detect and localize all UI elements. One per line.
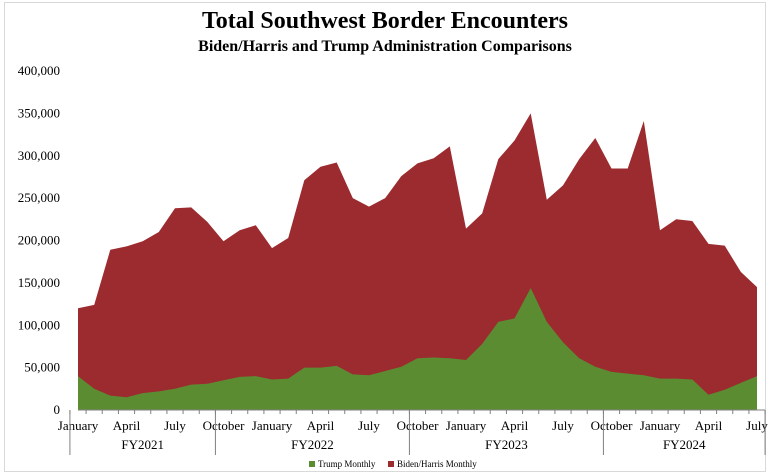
x-month-label: July [358, 418, 380, 433]
y-tick-label: 250,000 [18, 190, 60, 205]
legend-label: Trump Monthly [318, 459, 376, 469]
y-tick-label: 300,000 [18, 148, 60, 163]
biden-harris-monthly-area [78, 113, 757, 411]
x-month-label: October [591, 418, 634, 433]
plot-area [78, 113, 757, 411]
legend-swatch [388, 461, 394, 467]
y-tick-label: 0 [54, 402, 61, 417]
chart-subtitle: Biden/Harris and Trump Administration Co… [198, 38, 572, 55]
legend: Trump Monthly Biden/Harris Monthly [309, 459, 477, 469]
x-month-label: January [446, 418, 487, 433]
x-month-label: July [746, 418, 768, 433]
x-month-label: January [58, 418, 99, 433]
chart-title: Total Southwest Border Encounters [201, 8, 569, 34]
chart-frame [4, 2, 766, 472]
x-month-label: July [164, 418, 186, 433]
x-month-label: April [113, 418, 141, 433]
x-month-label: July [552, 418, 574, 433]
x-month-label: October [203, 418, 246, 433]
x-month-label: January [640, 418, 681, 433]
y-tick-label: 350,000 [18, 105, 60, 120]
fiscal-year-label: FY2021 [121, 437, 164, 452]
y-tick-label: 50,000 [24, 360, 60, 375]
fiscal-year-label: FY2023 [485, 437, 528, 452]
x-month-label: April [307, 418, 335, 433]
legend-swatch [309, 461, 315, 467]
legend-label: Biden/Harris Monthly [397, 459, 477, 469]
x-axis: January April July October January April July O… [58, 409, 768, 455]
trump-monthly-area [78, 288, 757, 410]
x-month-label: April [695, 418, 723, 433]
x-month-label: April [501, 418, 529, 433]
y-axis: 0 50,000 100,000 150,000 200,000 250,000 300,0… [18, 63, 60, 417]
y-tick-label: 100,000 [18, 317, 60, 332]
y-tick-label: 400,000 [18, 63, 60, 78]
x-month-label: January [252, 418, 293, 433]
y-tick-label: 150,000 [18, 275, 60, 290]
fiscal-year-label: FY2022 [291, 437, 334, 452]
fiscal-year-label: FY2024 [663, 437, 706, 452]
x-month-label: October [397, 418, 440, 433]
y-tick-label: 200,000 [18, 233, 60, 248]
